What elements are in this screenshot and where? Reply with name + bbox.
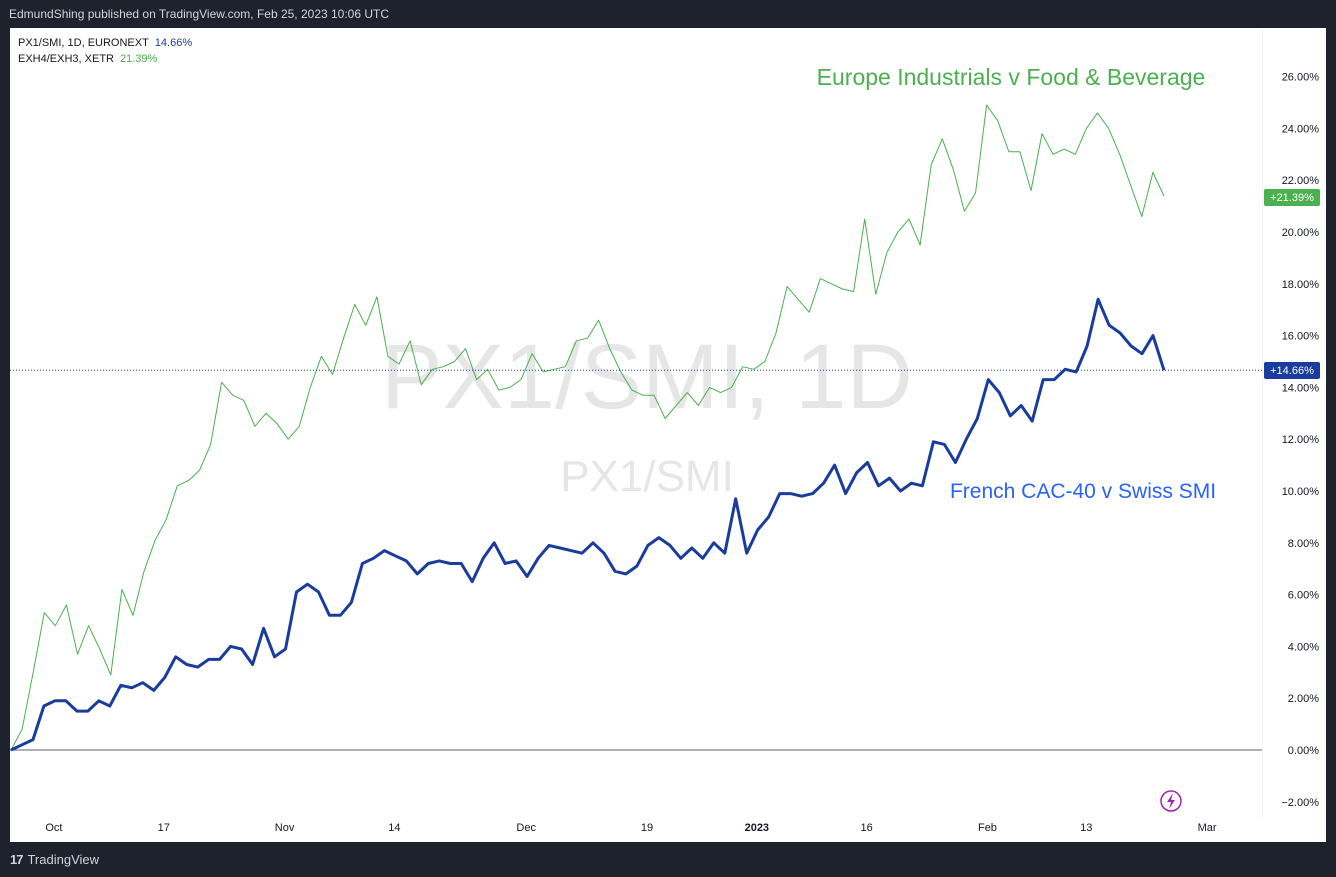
footer-bar: 17 TradingView [0,842,1336,877]
x-tick-label: Oct [45,822,62,834]
badge-series2-bg [1264,189,1320,206]
x-tick-label: 16 [861,822,873,834]
legend-symbol-series1: PX1/SMI, 1D, EURONEXT [18,37,149,49]
y-tick-label: 0.00% [1288,745,1319,757]
x-tick-label: Nov [275,822,295,834]
tradingview-logo-icon: 17 [10,852,24,867]
lightning-icon[interactable] [1160,790,1182,812]
y-tick-label: 26.00% [1282,72,1320,84]
legend-value-series1: 14.66% [154,37,193,49]
chart-svg[interactable]: PX1/SMI, 1D PX1/SMI 26.00% 24.00% 22.00% 20… [10,28,1326,842]
series-layer [10,104,1262,752]
legend-value-series2: 21.39% [119,53,158,65]
tradingview-brand: TradingView [27,852,100,867]
series-line-2 [10,104,1165,751]
y-tick-label: 2.00% [1288,693,1319,705]
x-tick-label: 13 [1080,822,1092,834]
chart-area[interactable]: PX1/SMI, 1D PX1/SMI 26.00% 24.00% 22.00% 20… [10,28,1326,842]
x-tick-label: 2023 [745,822,769,834]
series1-annotation: French CAC-40 v Swiss SMI [950,480,1216,503]
y-tick-label: 10.00% [1282,486,1320,498]
y-tick-label: 4.00% [1288,641,1319,653]
grid-layer [10,28,1263,818]
legend-row-series2[interactable]: EXH4/EXH3, XETR 21.39% [18,51,192,67]
watermark-layer: PX1/SMI, 1D PX1/SMI [381,326,913,501]
y-tick-label: 6.00% [1288,590,1319,602]
y-tick-label: 22.00% [1282,175,1320,187]
x-axis[interactable]: Oct 17 Nov 14 Dec 19 2023 16 Feb 13 Mar [45,822,1217,834]
x-tick-label: Mar [1198,822,1217,834]
y-tick-label: 24.00% [1282,123,1320,135]
watermark-main: PX1/SMI, 1D [381,326,913,428]
watermark-sub: PX1/SMI [560,452,734,501]
x-tick-label: 14 [388,822,400,834]
legend-row-series1[interactable]: PX1/SMI, 1D, EURONEXT 14.66% [18,35,192,51]
y-tick-label: 16.00% [1282,331,1320,343]
y-tick-label: 20.00% [1282,227,1320,239]
series-line-1 [10,297,1166,752]
y-tick-label: 12.00% [1282,434,1320,446]
badge-series1: +14.66% [1264,362,1320,379]
tradingview-logo[interactable]: 17 TradingView [10,852,99,867]
y-tick-label: 8.00% [1288,538,1319,550]
legend-symbol-series2: EXH4/EXH3, XETR [18,53,114,65]
x-tick-label: Feb [978,822,997,834]
y-tick-label: 18.00% [1282,279,1320,291]
badge-series2-text: +21.39% [1270,192,1314,204]
legend: PX1/SMI, 1D, EURONEXT 14.66% EXH4/EXH3, X… [18,35,192,67]
publish-header: EdmundShing published on TradingView.com… [0,0,1336,28]
series2-annotation: Europe Industrials v Food & Beverage [817,64,1206,90]
x-tick-label: 17 [158,822,170,834]
y-tick-label: −2.00% [1281,797,1319,809]
badge-series1-bg [1264,362,1320,379]
y-axis[interactable]: 26.00% 24.00% 22.00% 20.00% 18.00% 16.00% 14.0… [1281,72,1319,809]
x-tick-label: Dec [516,822,536,834]
badge-series1-text: +14.66% [1270,365,1314,377]
publish-info: EdmundShing published on TradingView.com… [9,7,390,21]
x-tick-label: 19 [641,822,653,834]
y-tick-label: 14.00% [1282,382,1320,394]
badge-series2: +21.39% [1264,189,1320,206]
